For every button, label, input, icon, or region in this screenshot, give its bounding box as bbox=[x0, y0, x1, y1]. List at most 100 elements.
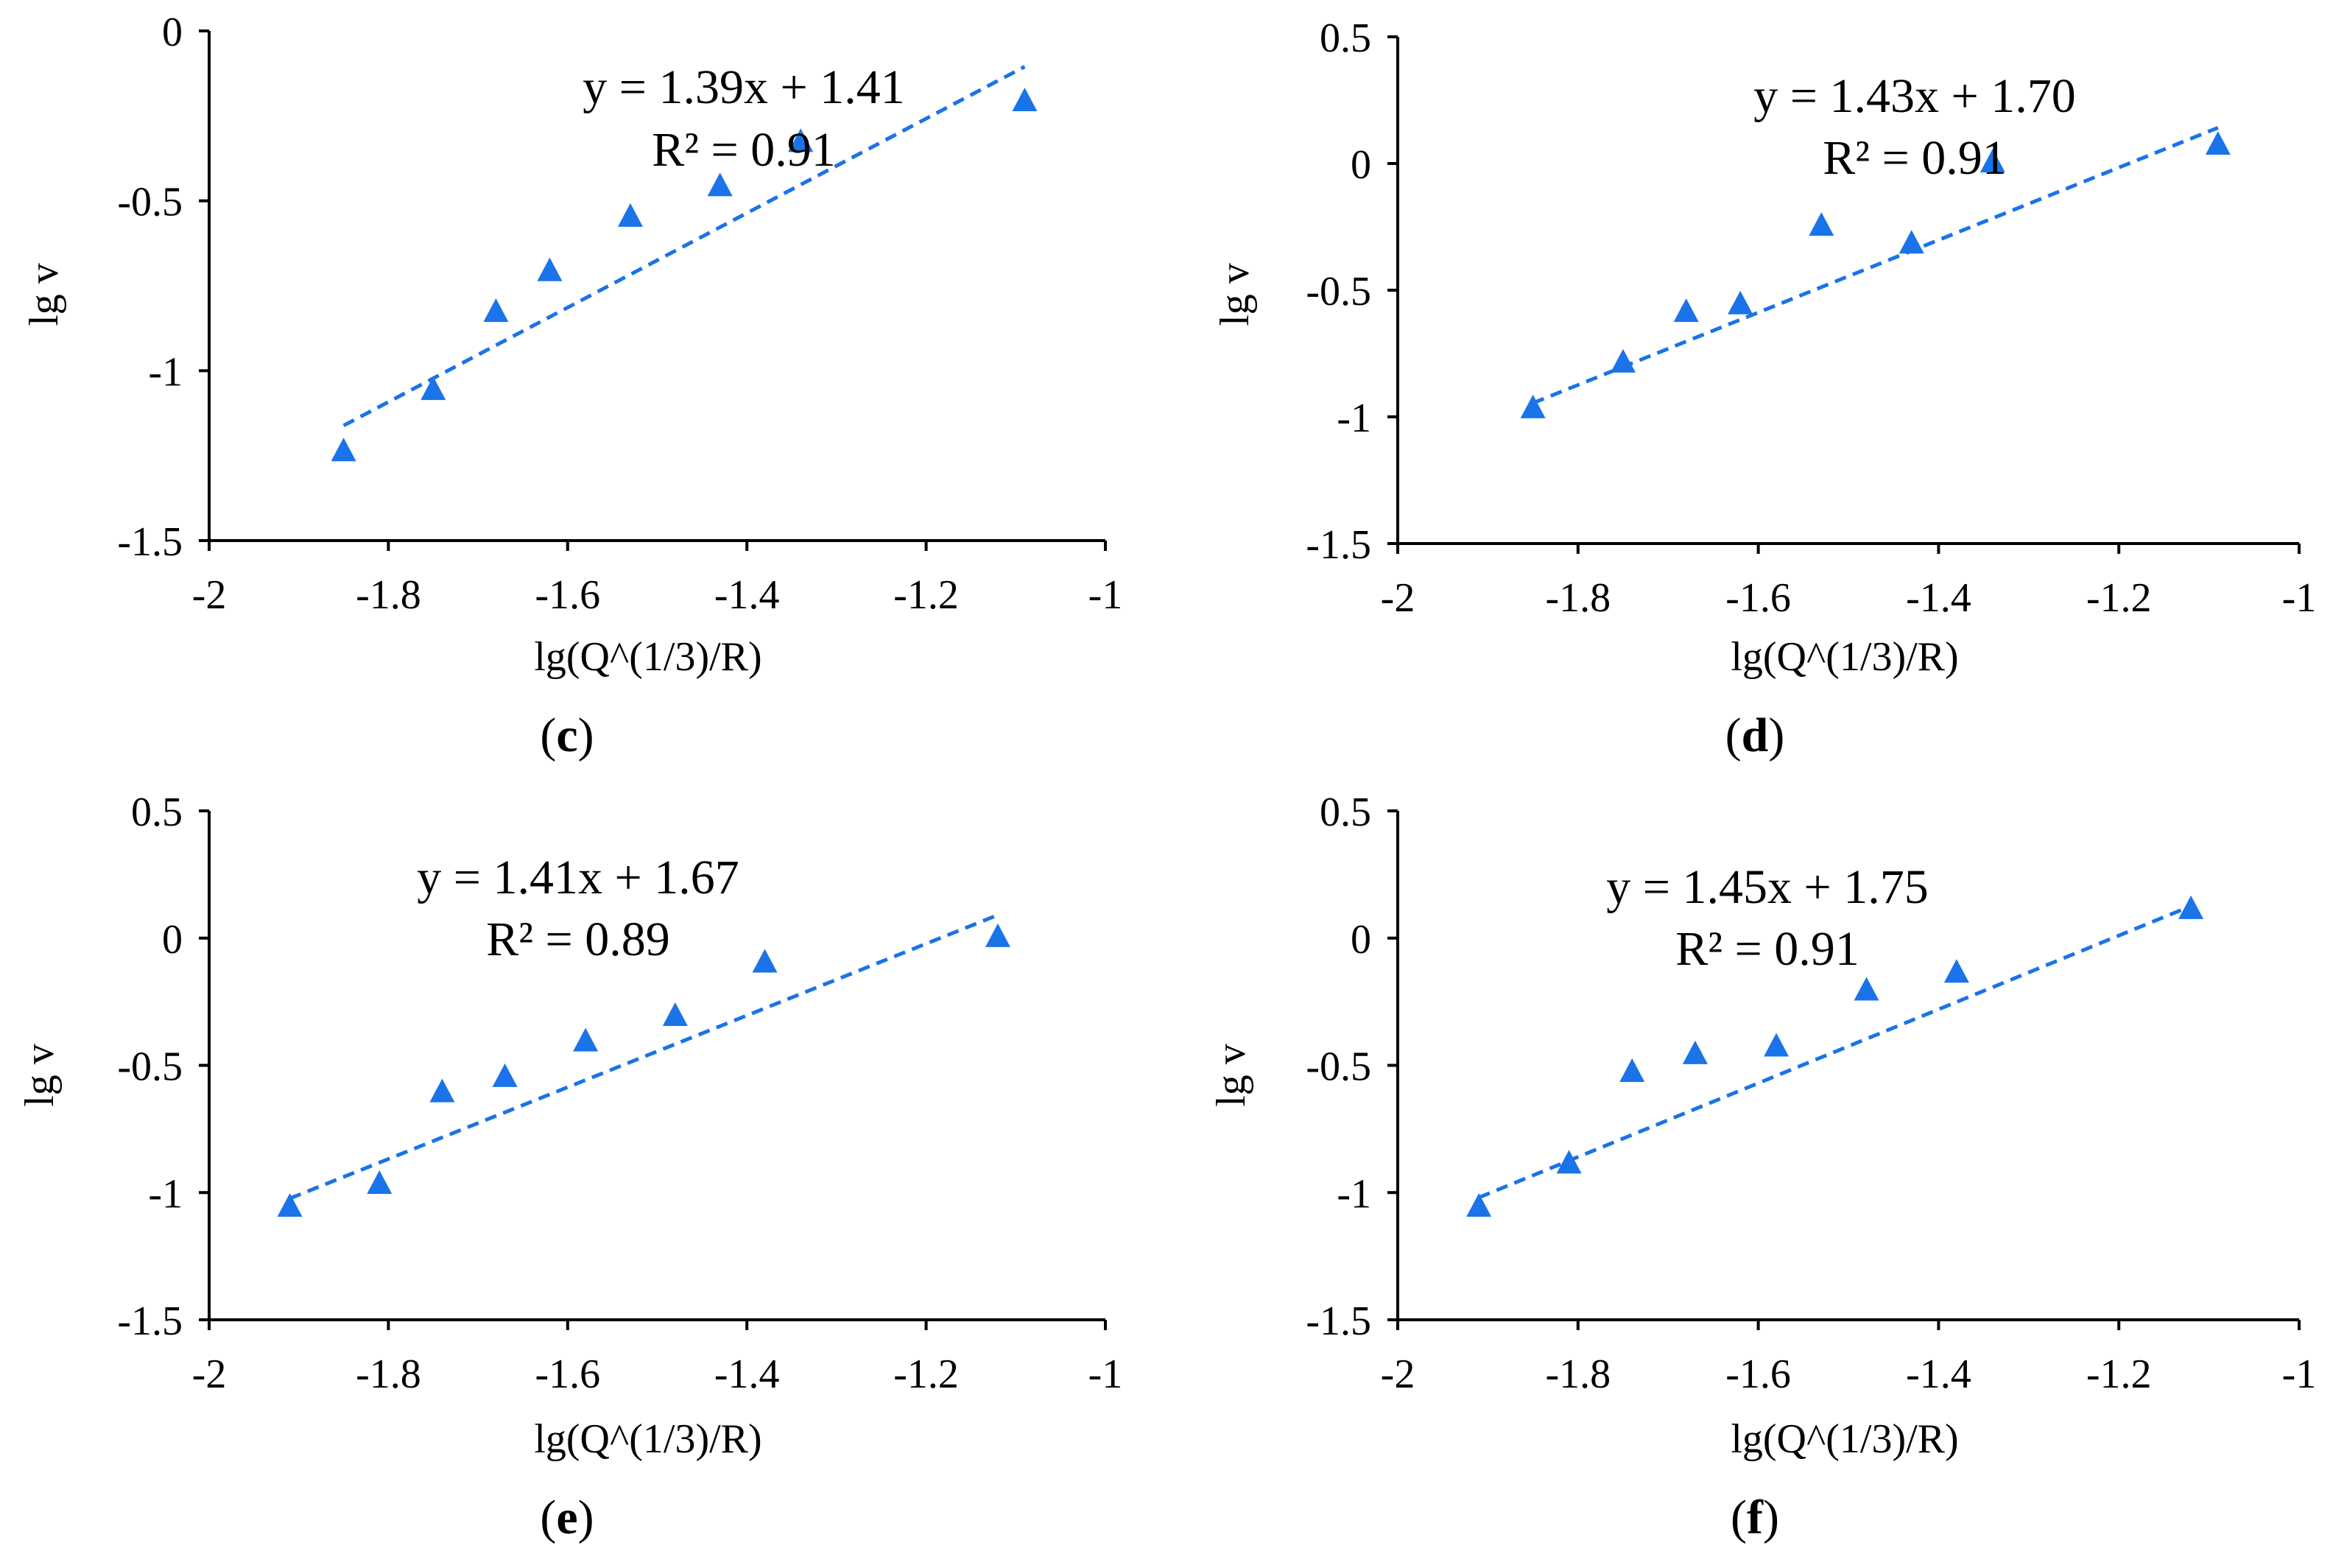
x-tick-label: -2 bbox=[192, 1351, 227, 1397]
r-squared: R² = 0.91 bbox=[1675, 922, 1859, 976]
x-tick-label: -1 bbox=[2282, 1351, 2317, 1397]
trendline bbox=[1532, 126, 2219, 405]
data-points bbox=[277, 923, 1010, 1217]
y-axis-title: lg v bbox=[17, 1044, 63, 1107]
y-tick-label: 0 bbox=[1351, 142, 1371, 188]
y-tick-label: -1 bbox=[148, 1171, 183, 1217]
panel-label: (f) bbox=[1731, 1491, 1779, 1544]
y-axis-ticks: -1.5 -1 -0.5 0 0.5 bbox=[117, 790, 209, 1344]
x-tick-label: -1.2 bbox=[893, 1351, 959, 1397]
data-point-marker bbox=[331, 437, 356, 462]
x-axis-title: lg(Q^(1/3)/R) bbox=[1731, 1416, 1958, 1462]
y-axis-title: lg v bbox=[1208, 1044, 1254, 1107]
y-tick-label: -0.5 bbox=[1306, 269, 1371, 314]
x-tick-label: -1.4 bbox=[714, 1351, 780, 1397]
data-point-marker bbox=[1619, 1058, 1645, 1083]
y-axis-title: lg v bbox=[21, 263, 67, 326]
y-tick-label: -1 bbox=[1337, 395, 1371, 441]
panel-label-letter: e bbox=[556, 1491, 577, 1544]
x-tick-label: -1 bbox=[1088, 1351, 1123, 1397]
data-point-marker bbox=[1611, 348, 1636, 373]
data-point-marker bbox=[537, 257, 563, 281]
data-point-marker bbox=[1943, 959, 1969, 983]
x-axis-ticks: -2 -1.8 -1.6 -1.4 -1.2 -1 bbox=[192, 1320, 1123, 1397]
y-tick-label: -0.5 bbox=[1306, 1044, 1371, 1090]
x-axis-ticks: -2 -1.8 -1.6 -1.4 -1.2 -1 bbox=[1381, 544, 2317, 621]
chart-panel-e: -1.5 -1 -0.5 0 0.5 -2 -1.8 -1.6 -1.4 -1.2 -1 y = … bbox=[17, 790, 1122, 1544]
panel-label-open: ( bbox=[540, 1491, 556, 1544]
panel-label-open: ( bbox=[1725, 709, 1742, 762]
data-point-marker bbox=[1682, 1040, 1708, 1064]
x-tick-label: -1.8 bbox=[356, 572, 421, 618]
chart-panel-d: -1.5 -1 -0.5 0 0.5 -2 -1.8 -1.6 -1.4 -1.2 -1 y = … bbox=[1212, 15, 2316, 762]
data-point-marker bbox=[617, 203, 643, 227]
trend-equation: y = 1.45x + 1.75 bbox=[1606, 860, 1928, 914]
trendline bbox=[289, 913, 999, 1200]
data-points bbox=[1520, 131, 2231, 418]
data-point-marker bbox=[1556, 1150, 1582, 1174]
x-tick-label: -2 bbox=[1381, 1351, 1415, 1397]
y-tick-label: -1.5 bbox=[1306, 522, 1371, 568]
y-tick-label: 0.5 bbox=[131, 790, 183, 835]
x-tick-label: -1.8 bbox=[356, 1351, 421, 1397]
x-tick-label: -1 bbox=[2282, 575, 2317, 621]
panel-label-close: ) bbox=[1768, 709, 1784, 762]
data-point-marker bbox=[367, 1170, 393, 1195]
data-point-marker bbox=[1466, 1193, 1492, 1217]
data-point-marker bbox=[492, 1063, 518, 1087]
chart-panel-f: -1.5 -1 -0.5 0 0.5 -2 -1.8 -1.6 -1.4 -1.2 -1 y = … bbox=[1208, 790, 2316, 1544]
data-point-marker bbox=[573, 1027, 599, 1052]
r-squared: R² = 0.89 bbox=[486, 913, 670, 966]
data-point-marker bbox=[1673, 298, 1699, 323]
x-tick-label: -1.4 bbox=[1906, 575, 1971, 621]
x-tick-label: -1.8 bbox=[1545, 1351, 1611, 1397]
y-tick-label: -1 bbox=[1337, 1171, 1371, 1217]
panel-label: (d) bbox=[1725, 709, 1785, 762]
panel-label-close: ) bbox=[578, 1491, 594, 1544]
panel-label: (e) bbox=[540, 1491, 594, 1544]
r-squared: R² = 0.91 bbox=[1823, 131, 2007, 185]
x-tick-label: -1.6 bbox=[535, 572, 600, 618]
data-points bbox=[331, 88, 1038, 462]
data-point-marker bbox=[420, 376, 446, 401]
x-tick-label: -1.2 bbox=[2086, 575, 2152, 621]
data-point-marker bbox=[1809, 212, 1834, 236]
data-point-marker bbox=[429, 1078, 455, 1103]
data-point-marker bbox=[2205, 131, 2231, 155]
x-tick-label: -1.4 bbox=[714, 572, 780, 618]
trend-equation: y = 1.43x + 1.70 bbox=[1753, 69, 2075, 123]
x-tick-label: -1.8 bbox=[1545, 575, 1611, 621]
data-point-marker bbox=[662, 1002, 688, 1027]
y-tick-label: -0.5 bbox=[117, 180, 183, 225]
data-point-marker bbox=[1980, 149, 2005, 173]
x-tick-label: -2 bbox=[1381, 575, 1415, 621]
data-point-marker bbox=[985, 923, 1010, 947]
x-tick-label: -2 bbox=[192, 572, 227, 618]
y-tick-label: 0.5 bbox=[1320, 15, 1371, 61]
y-tick-label: -1 bbox=[148, 349, 183, 395]
panel-label-letter: c bbox=[556, 709, 577, 762]
x-tick-label: -1.2 bbox=[893, 572, 959, 618]
y-axis-ticks: -1.5 -1 -0.5 0 0.5 bbox=[1306, 790, 1398, 1344]
data-points bbox=[1466, 895, 2204, 1217]
data-point-marker bbox=[1520, 394, 1546, 418]
panel-label-open: ( bbox=[1731, 1491, 1747, 1544]
y-tick-label: -1.5 bbox=[1306, 1298, 1371, 1344]
panel-label: (c) bbox=[540, 709, 594, 762]
r-squared: R² = 0.91 bbox=[652, 123, 836, 177]
panel-label-open: ( bbox=[540, 709, 556, 762]
x-tick-label: -1 bbox=[1088, 572, 1123, 618]
data-point-marker bbox=[788, 128, 814, 152]
data-point-marker bbox=[2178, 895, 2204, 919]
y-tick-label: 0 bbox=[162, 10, 183, 55]
y-tick-label: 0 bbox=[162, 917, 183, 963]
panel-label-letter: d bbox=[1742, 709, 1769, 762]
data-point-marker bbox=[1012, 88, 1038, 112]
y-tick-label: -1.5 bbox=[117, 1298, 183, 1344]
panel-label-close: ) bbox=[1763, 1491, 1779, 1544]
panel-label-letter: f bbox=[1747, 1491, 1764, 1544]
y-tick-label: 0.5 bbox=[1320, 790, 1371, 835]
x-axis-ticks: -2 -1.8 -1.6 -1.4 -1.2 -1 bbox=[192, 541, 1123, 618]
y-tick-label: -0.5 bbox=[117, 1044, 183, 1090]
